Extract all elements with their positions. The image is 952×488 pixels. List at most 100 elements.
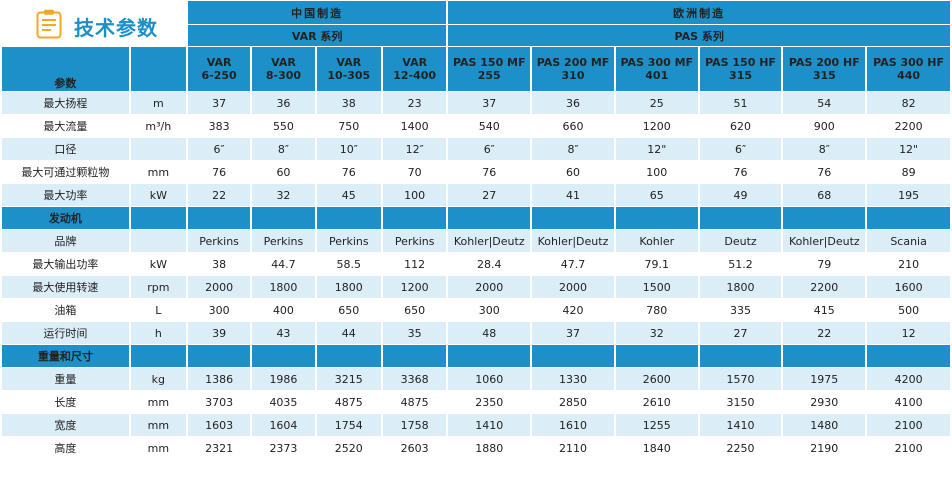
table-cell: 400 xyxy=(252,299,315,321)
table-cell: 1480 xyxy=(783,414,866,436)
model-header: VAR 12-400 xyxy=(383,47,447,91)
table-row: 口径 6″ 8″ 10″ 12″ 6″ 8″ 12" 6″ 8″ 12" xyxy=(2,138,950,160)
table-cell: 650 xyxy=(383,299,447,321)
table-cell: 1386 xyxy=(187,368,251,390)
table-cell: 112 xyxy=(383,253,447,275)
model-header: PAS 300 HF 440 xyxy=(867,47,950,91)
section-fill xyxy=(783,345,866,367)
table-cell: 2373 xyxy=(252,437,315,459)
table-row: 重量 kg 1386 1986 3215 3368 1060 1330 2600 1570 1975… xyxy=(2,368,950,390)
table-cell: 37 xyxy=(448,92,531,114)
table-cell: 8″ xyxy=(532,138,614,160)
table-cell: 2100 xyxy=(867,414,950,436)
table-cell: 3150 xyxy=(699,391,782,413)
table-cell: 37 xyxy=(532,322,614,344)
table-cell: 1975 xyxy=(783,368,866,390)
table-cell: Kohler|Deutz xyxy=(783,230,866,252)
table-cell: 195 xyxy=(867,184,950,206)
row-label: 最大输出功率 xyxy=(2,253,129,275)
table-cell: 36 xyxy=(532,92,614,114)
table-cell: 1255 xyxy=(615,414,698,436)
table-cell: 22 xyxy=(783,322,866,344)
model-name: PAS 200 HF xyxy=(788,56,860,69)
table-cell: 41 xyxy=(532,184,614,206)
row-unit: kW xyxy=(130,253,186,275)
table-cell: 900 xyxy=(783,115,866,137)
section-fill xyxy=(532,345,614,367)
table-cell: 47.7 xyxy=(532,253,614,275)
section-fill xyxy=(783,207,866,229)
table-cell: 100 xyxy=(383,184,447,206)
table-cell: 1754 xyxy=(316,414,381,436)
section-fill xyxy=(187,207,251,229)
table-cell: 4035 xyxy=(252,391,315,413)
table-row: 最大流量 m³/h 383 550 750 1400 540 660 1200 620 900 220… xyxy=(2,115,950,137)
table-cell: 2200 xyxy=(867,115,950,137)
section-fill xyxy=(383,207,447,229)
table-row: 品牌 Perkins Perkins Perkins Perkins Kohler|Deu… xyxy=(2,230,950,252)
table-cell: 54 xyxy=(783,92,866,114)
section-header-row: 重量和尺寸 xyxy=(2,345,950,367)
model-header: VAR 8-300 xyxy=(252,47,315,91)
table-row: 最大输出功率 kW 38 44.7 58.5 112 28.4 47.7 79.1 51.2 79 2… xyxy=(2,253,950,275)
section-fill xyxy=(615,207,698,229)
table-cell: 3703 xyxy=(187,391,251,413)
model-name: VAR xyxy=(271,56,296,69)
table-row: 长度 mm 3703 4035 4875 4875 2350 2850 2610 3150 2930… xyxy=(2,391,950,413)
table-cell: 65 xyxy=(615,184,698,206)
table-cell: 12" xyxy=(867,138,950,160)
table-cell: 2850 xyxy=(532,391,614,413)
table-cell: 2000 xyxy=(532,276,614,298)
table-cell: 76 xyxy=(316,161,381,183)
table-cell: 335 xyxy=(699,299,782,321)
row-label: 运行时间 xyxy=(2,322,129,344)
table-cell: 6″ xyxy=(187,138,251,160)
table-cell: 51 xyxy=(699,92,782,114)
table-cell: 1570 xyxy=(699,368,782,390)
table-cell: 44 xyxy=(316,322,381,344)
model-header: VAR 10-305 xyxy=(316,47,381,91)
row-unit: mm xyxy=(130,437,186,459)
table-cell: 70 xyxy=(383,161,447,183)
table-cell: 28.4 xyxy=(448,253,531,275)
row-label: 重量 xyxy=(2,368,129,390)
table-row: 最大功率 kW 22 32 45 100 27 41 65 49 68 195 xyxy=(2,184,950,206)
table-cell: 1400 xyxy=(383,115,447,137)
table-cell: 2110 xyxy=(532,437,614,459)
table-cell: 1200 xyxy=(615,115,698,137)
table-cell: 550 xyxy=(252,115,315,137)
table-row: 最大扬程 m 37 36 38 23 37 36 25 51 54 82 xyxy=(2,92,950,114)
table-cell: 2520 xyxy=(316,437,381,459)
table-cell: 32 xyxy=(615,322,698,344)
table-cell: 1986 xyxy=(252,368,315,390)
table-row: 运行时间 h 39 43 44 35 48 37 32 27 22 12 xyxy=(2,322,950,344)
table-cell: Deutz xyxy=(699,230,782,252)
table-cell: 79.1 xyxy=(615,253,698,275)
row-unit: kW xyxy=(130,184,186,206)
section-fill xyxy=(316,207,381,229)
section-title: 发动机 xyxy=(2,207,129,229)
table-cell: 36 xyxy=(252,92,315,114)
table-cell: 1610 xyxy=(532,414,614,436)
table-cell: Perkins xyxy=(252,230,315,252)
table-cell: 4100 xyxy=(867,391,950,413)
section-fill xyxy=(867,345,950,367)
table-cell: 2603 xyxy=(383,437,447,459)
row-label: 长度 xyxy=(2,391,129,413)
model-name: VAR xyxy=(206,56,232,69)
row-unit: mm xyxy=(130,414,186,436)
table-cell: 39 xyxy=(187,322,251,344)
table-cell: 780 xyxy=(615,299,698,321)
model-name: VAR xyxy=(402,56,428,69)
model-header: VAR 6-250 xyxy=(187,47,251,91)
row-label: 最大流量 xyxy=(2,115,129,137)
model-name: PAS 150 MF xyxy=(452,56,526,69)
model-code: 401 xyxy=(645,69,669,82)
row-unit xyxy=(130,230,186,252)
table-cell: 25 xyxy=(615,92,698,114)
table-cell: 1840 xyxy=(615,437,698,459)
table-cell: 48 xyxy=(448,322,531,344)
table-row: 高度 mm 2321 2373 2520 2603 1880 2110 1840 2250 2190… xyxy=(2,437,950,459)
table-cell: 1200 xyxy=(383,276,447,298)
table-cell: Scania xyxy=(867,230,950,252)
